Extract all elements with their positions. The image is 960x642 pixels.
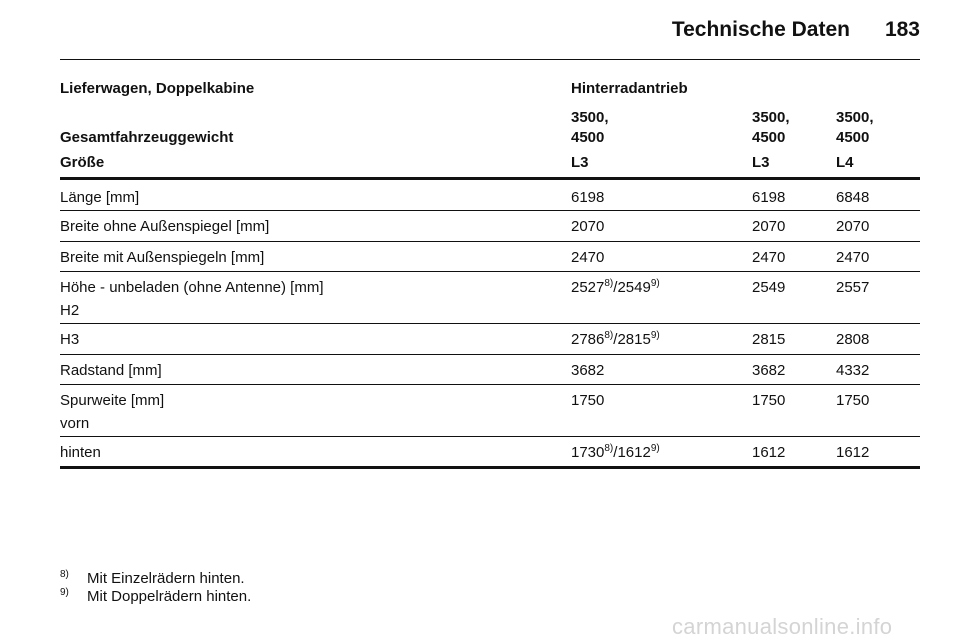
table-row: H3 27868)/28159) 2815 2808 [60,324,920,355]
footnote-ref: 8) [604,443,614,454]
table-row: Spurweite [mm] vorn 1750 1750 1750 [60,385,920,437]
weight-label: Gesamtfahrzeuggewicht [60,129,234,146]
row-value: 2470 [752,249,786,266]
footnote-mark: 9) [60,587,69,598]
row-label: Radstand [mm] [60,362,162,379]
row-value: 2557 [836,279,870,296]
value-part: 2527 [571,279,605,296]
row-value: 1750 [571,392,605,409]
table-row: hinten 17308)/16129) 1612 1612 [60,437,920,469]
row-label: H3 [60,331,80,348]
size-col2: L3 [752,154,770,171]
row-value: 2470 [571,249,605,266]
row-label: Breite mit Außenspiegeln [mm] [60,249,265,266]
row-value: 1750 [836,392,870,409]
footnote-ref: 8) [604,278,614,289]
footnote-ref: 8) [604,330,614,341]
weight-col1-line1: 3500, [571,109,609,126]
section-title: Technische Daten [671,18,850,41]
value-part: /1612 [613,444,651,461]
watermark: carmanualsonline.info [672,614,893,639]
value-part: /2549 [613,279,651,296]
row-value: 27868)/28159) [571,330,660,350]
row-value: 1750 [752,392,786,409]
weight-col2-line2: 4500 [752,129,786,146]
row-value: 2070 [571,218,605,235]
row-label: Breite ohne Außenspiegel [mm] [60,218,270,235]
table-row: Höhe - unbeladen (ohne Antenne) [mm] H2 … [60,272,920,324]
page-number: 183 [884,18,920,41]
row-value: 1612 [836,444,870,461]
footnote-ref: 9) [650,330,660,341]
footnote-text: Mit Doppelrädern hinten. [87,588,252,605]
table-row: Länge [mm] 6198 6198 6848 [60,182,920,211]
table-row: Breite mit Außenspiegeln [mm] 2470 2470 … [60,242,920,272]
weight-col3-line2: 4500 [836,129,870,146]
drive-heading: Hinterradantrieb [571,80,688,97]
row-value: 17308)/16129) [571,443,660,463]
weight-col3-line1: 3500, [836,109,874,126]
row-label: Länge [mm] [60,189,140,206]
row-value: 2070 [752,218,786,235]
row-value: 3682 [752,362,786,379]
row-sublabel: H2 [60,302,80,319]
row-value: 6848 [836,189,870,206]
weight-col2-line1: 3500, [752,109,790,126]
row-value: 6198 [752,189,786,206]
value-part: /2815 [613,331,651,348]
row-value: 4332 [836,362,870,379]
row-value: 1612 [752,444,786,461]
row-label: hinten [60,444,101,461]
footnote-ref: 9) [650,278,660,289]
footnote-mark: 8) [60,569,69,580]
vehicle-type-heading: Lieferwagen, Doppelkabine [60,80,255,97]
weight-col1-line2: 4500 [571,129,605,146]
header-rule [60,59,920,60]
table-header-rule [60,177,920,180]
row-value: 2808 [836,331,870,348]
row-value: 2815 [752,331,786,348]
value-part: 1730 [571,444,605,461]
footnote-ref: 9) [650,443,660,454]
row-sublabel: vorn [60,415,90,432]
row-label: Spurweite [mm] [60,392,165,409]
row-value: 6198 [571,189,605,206]
table-row: Breite ohne Außenspiegel [mm] 2070 2070 … [60,211,920,242]
row-label: Höhe - unbeladen (ohne Antenne) [mm] [60,279,324,296]
table-row: Radstand [mm] 3682 3682 4332 [60,355,920,385]
value-part: 2786 [571,331,605,348]
size-col1: L3 [571,154,589,171]
row-value: 2549 [752,279,786,296]
row-value: 2470 [836,249,870,266]
row-value: 3682 [571,362,605,379]
spec-table: Länge [mm] 6198 6198 6848 Breite ohne Au… [60,182,920,469]
size-col3: L4 [836,154,854,171]
size-label: Größe [60,154,105,171]
footnote-text: Mit Einzelrädern hinten. [87,570,245,587]
row-value: 25278)/25499) [571,278,660,298]
row-value: 2070 [836,218,870,235]
